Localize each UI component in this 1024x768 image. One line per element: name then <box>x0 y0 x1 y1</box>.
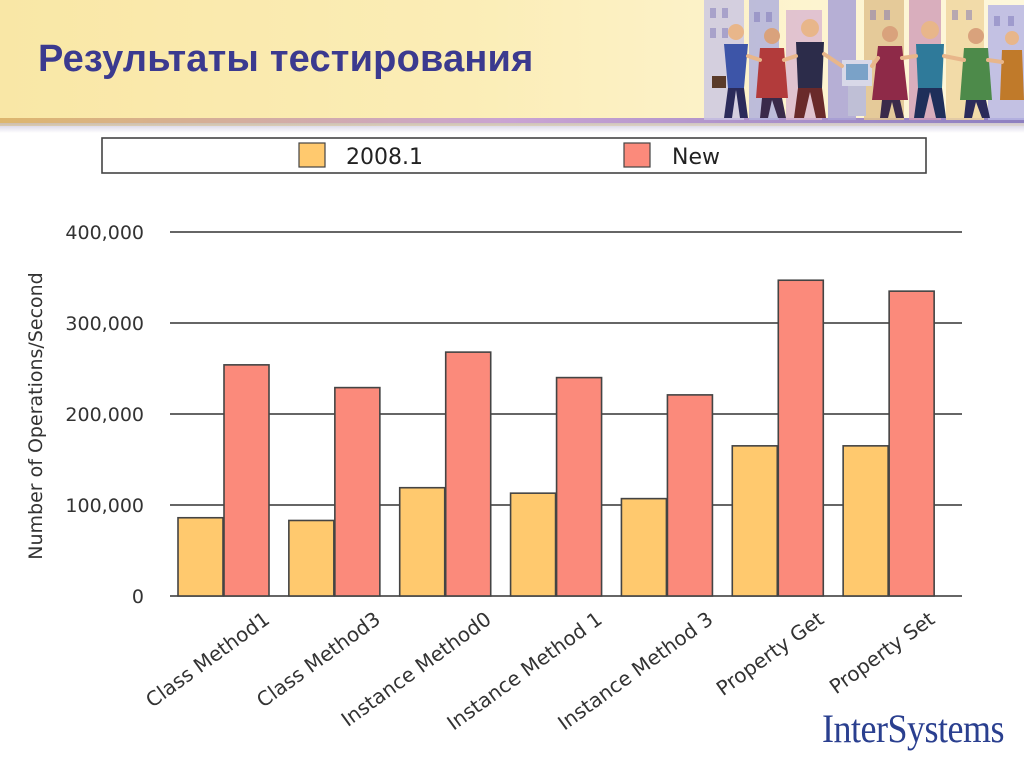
x-tick-label: Property Get <box>712 607 829 701</box>
bar-new <box>444 351 492 597</box>
legend-label-new: New <box>672 145 720 170</box>
legend-frame <box>101 137 927 174</box>
people-holding-hands-illustration <box>704 0 1024 120</box>
y-axis-title: Number of Operations/Second <box>25 272 47 560</box>
y-tick-label: 100,000 <box>65 495 144 517</box>
intersystems-logo: InterSystems <box>822 706 1004 751</box>
bar-2008-1 <box>620 497 668 597</box>
bar-2008-1 <box>731 445 779 597</box>
bar-new <box>888 290 935 597</box>
bar-2008-1 <box>177 516 224 597</box>
y-tick-label: 0 <box>132 586 144 608</box>
bar-new <box>777 279 825 597</box>
bar-2008-1 <box>842 445 889 597</box>
legend-swatch-2008-1 <box>298 142 326 168</box>
bar-2008-1 <box>398 486 446 597</box>
y-tick-labels: 0 100,000 200,000 300,000 400,000 <box>65 222 144 608</box>
x-tick-label: Property Set <box>825 607 939 699</box>
y-tick-label: 200,000 <box>65 404 144 426</box>
header-shadow <box>0 123 1024 133</box>
legend-label-2008-1: 2008.1 <box>346 145 423 170</box>
slide-header: Результаты тестирования <box>0 0 1024 133</box>
bars <box>177 279 935 597</box>
bar-2008-1 <box>509 492 557 597</box>
legend: 2008.1 New <box>101 137 927 174</box>
page-title: Результаты тестирования <box>38 38 534 80</box>
bar-new <box>666 394 714 597</box>
legend-swatch-new <box>623 142 651 168</box>
bar-new <box>223 364 270 597</box>
bar-2008-1 <box>288 519 335 597</box>
bar-new <box>334 386 381 597</box>
y-tick-label: 400,000 <box>65 222 144 244</box>
bar-new <box>555 376 603 597</box>
y-tick-label: 300,000 <box>65 313 144 335</box>
header-divider <box>0 118 1024 123</box>
